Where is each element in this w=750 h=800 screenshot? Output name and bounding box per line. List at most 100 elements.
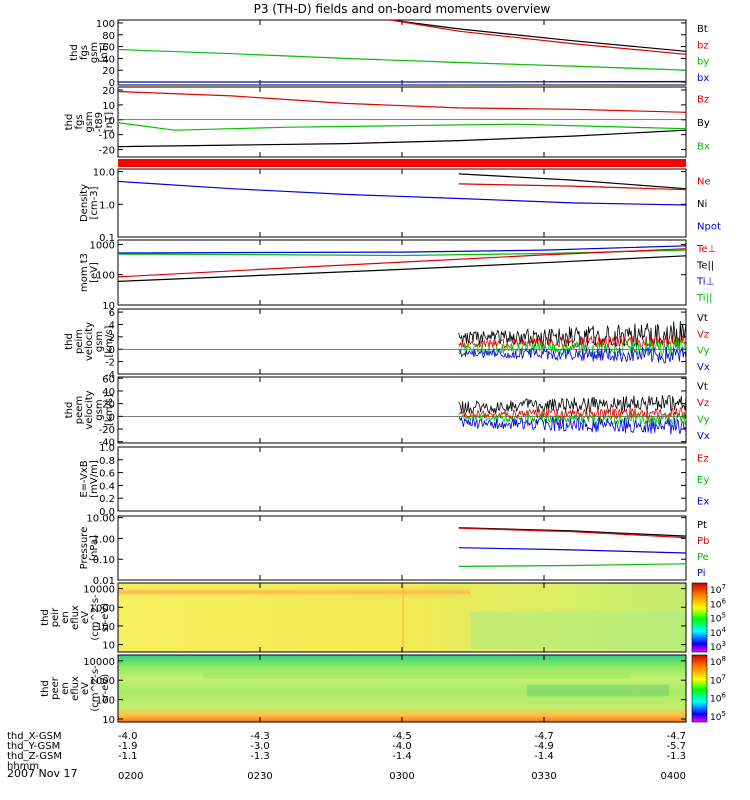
legend-Vx: Vx xyxy=(697,431,710,442)
y-tick-label: 100 xyxy=(96,622,115,633)
series-Vy xyxy=(458,338,687,358)
legend-Ni: Ni xyxy=(697,199,707,210)
legend-Bz: Bz xyxy=(697,95,709,106)
panel-mom-temp: 1000 100 10 mom t3 [eV] Te⊥ Te|| Ti⊥ Ti|| xyxy=(79,239,716,312)
time-row-value: -4.3 xyxy=(250,731,270,742)
legend-Pi: Pi xyxy=(697,568,706,579)
y-axis-label: [mV/m] xyxy=(89,460,100,498)
panel-density: 10.0 1.0 0.1 Density [cm-3] Ne Ni Npot xyxy=(79,168,721,244)
colorbar-label: 108 xyxy=(710,655,726,668)
panel-frame xyxy=(117,515,687,581)
y-axis-label: sr-eV) xyxy=(100,674,111,703)
y-axis-label: sr-eV) xyxy=(100,603,111,632)
time-row-value: -3.0 xyxy=(250,741,270,752)
series-by xyxy=(117,48,687,71)
colorbar-label: 107 xyxy=(710,583,726,596)
y-axis-label: [cm-3] xyxy=(89,186,100,219)
legend-Te||: Te|| xyxy=(696,260,714,271)
colorbar-exp: 8 xyxy=(721,655,725,663)
colorbar-exp: 7 xyxy=(721,583,725,591)
legend-By: By xyxy=(697,118,710,129)
y-tick-label: 0.4 xyxy=(99,481,115,492)
y-axis-label: [eV] xyxy=(89,262,100,283)
legend-Ez: Ez xyxy=(697,454,709,465)
series-Pb xyxy=(458,527,687,539)
y-tick-label: 1.00 xyxy=(93,534,115,545)
y-tick-label: 1.0 xyxy=(99,443,115,454)
y-axis-label: [km/s] xyxy=(104,325,115,357)
series-Vx xyxy=(458,346,687,364)
legend-bz: bz xyxy=(697,40,709,51)
colorbar-exp: 4 xyxy=(721,626,726,634)
time-row-value: -1.3 xyxy=(250,751,270,762)
y-tick-label: -20 xyxy=(99,146,115,157)
time-row-value: -4.0 xyxy=(118,731,138,742)
panel-peir-spec: 10000 1000 100 10 thd peir en eflux eV (cm^2-s-sr… xyxy=(40,582,726,653)
legend-Pe: Pe xyxy=(697,552,709,563)
time-tick-label: 0300 xyxy=(389,771,414,782)
y-axis-label: gsm xyxy=(89,42,100,63)
time-row-value: -1.3 xyxy=(666,751,686,762)
y-axis-label: peim xyxy=(74,329,85,354)
colorbar-exp: 5 xyxy=(721,710,725,718)
y-tick-label: 40 xyxy=(102,387,115,398)
colorbar-label: 107 xyxy=(710,673,726,686)
legend-Ey: Ey xyxy=(697,475,709,486)
series-Vy xyxy=(458,412,687,427)
colorbar-exp: 5 xyxy=(721,612,725,620)
panel-frame xyxy=(117,446,687,512)
series-Pi xyxy=(458,547,687,554)
y-axis-label: eV xyxy=(80,611,91,624)
time-tick-label: 0200 xyxy=(118,771,143,782)
legend-Pb: Pb xyxy=(697,536,709,547)
y-tick-label: 20 xyxy=(102,86,115,97)
y-tick-label: 0.2 xyxy=(99,494,115,505)
panel-peim-velocity: 64 20 -2-4 thd peim velocity gsm [km/s] Vt Vz Vy Vx xyxy=(64,308,710,381)
legend-Vx: Vx xyxy=(697,362,710,373)
legend-Vt: Vt xyxy=(697,313,708,324)
series-Vx xyxy=(458,416,687,435)
y-axis-label: en xyxy=(60,611,71,624)
y-tick-label: 1000 xyxy=(90,603,115,614)
legend-Pt: Pt xyxy=(697,520,707,531)
colorbar-label: 106 xyxy=(710,597,726,610)
series-Vz xyxy=(458,407,687,420)
y-tick-label: 10 xyxy=(102,641,115,652)
y-tick-label: 1000 xyxy=(90,676,115,687)
colorbar-label: 105 xyxy=(710,612,726,625)
y-axis-label: Density xyxy=(79,184,90,222)
y-tick-label: 0.0 xyxy=(99,507,115,518)
time-row-value: -4.9 xyxy=(534,741,554,752)
y-axis-label: -t89 xyxy=(94,112,105,132)
time-row-value: -4.0 xyxy=(392,741,412,752)
legend-Vz: Vz xyxy=(697,398,709,409)
y-tick-label: 10 xyxy=(102,715,115,726)
y-axis-label: velocity xyxy=(84,390,95,429)
y-axis-label: thd xyxy=(40,680,51,697)
colorbar-label: 103 xyxy=(710,640,726,653)
y-tick-label: 100 xyxy=(96,696,115,707)
colorbar-exp: 6 xyxy=(721,692,726,700)
series-Ni xyxy=(458,173,687,190)
series-Te⊥ xyxy=(117,248,687,278)
series-bz xyxy=(390,19,687,55)
y-tick-label: 0 xyxy=(109,116,115,127)
y-tick-label: 10 xyxy=(102,301,115,312)
y-axis-label: velocity xyxy=(84,322,95,361)
time-tick-label: 0330 xyxy=(531,771,556,782)
y-axis-label: thd xyxy=(69,44,80,61)
y-axis-label: fgs xyxy=(74,114,85,129)
spectrogram-band xyxy=(118,587,471,598)
y-tick-label: -20 xyxy=(99,425,115,436)
y-tick-label: -40 xyxy=(99,438,115,449)
y-tick-label: 0 xyxy=(109,412,115,423)
time-row-label: hhmm xyxy=(7,761,39,772)
series-Npot xyxy=(117,180,687,206)
colorbar-label: 105 xyxy=(710,710,726,723)
legend-by: by xyxy=(697,57,709,68)
mode-bar-fill xyxy=(118,159,686,167)
y-axis-label: peir xyxy=(50,607,61,627)
panel-mode-bar xyxy=(118,159,686,167)
